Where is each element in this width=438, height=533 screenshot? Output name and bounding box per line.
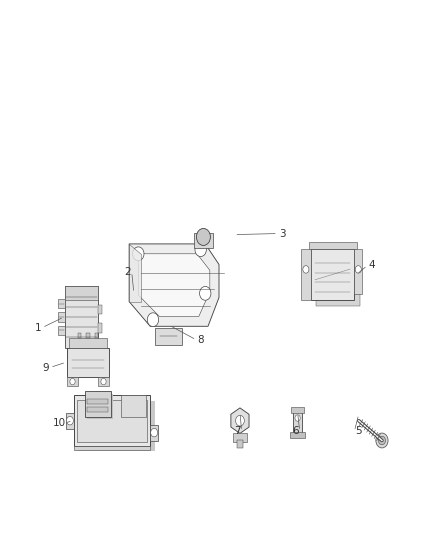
Circle shape: [303, 266, 309, 273]
Circle shape: [236, 415, 244, 426]
Text: 5: 5: [355, 426, 362, 437]
Bar: [354, 249, 362, 294]
Text: 1: 1: [35, 322, 41, 333]
Bar: [78, 333, 81, 338]
Bar: [74, 395, 150, 446]
Bar: [87, 394, 113, 419]
Circle shape: [376, 433, 388, 448]
Bar: [78, 400, 147, 442]
Bar: [74, 446, 150, 450]
Bar: [65, 286, 98, 348]
Circle shape: [295, 415, 300, 421]
Bar: [98, 324, 102, 333]
Text: 8: 8: [198, 335, 204, 345]
Bar: [237, 440, 243, 448]
Bar: [78, 401, 155, 451]
Bar: [291, 407, 304, 413]
Text: 6: 6: [292, 426, 299, 437]
Bar: [86, 333, 90, 338]
Bar: [85, 391, 110, 417]
Bar: [58, 312, 65, 322]
Circle shape: [72, 350, 78, 356]
Bar: [87, 399, 108, 404]
Text: 10: 10: [53, 418, 66, 429]
Circle shape: [147, 313, 159, 327]
Circle shape: [85, 350, 91, 356]
Bar: [70, 338, 106, 348]
Polygon shape: [138, 254, 210, 317]
Circle shape: [151, 429, 158, 437]
Text: 2: 2: [124, 267, 131, 277]
Bar: [67, 348, 95, 358]
Polygon shape: [129, 244, 219, 326]
Bar: [65, 286, 98, 300]
Circle shape: [355, 266, 361, 273]
Bar: [98, 377, 109, 386]
Bar: [150, 425, 158, 441]
Circle shape: [195, 243, 206, 256]
Circle shape: [67, 416, 74, 425]
Text: 7: 7: [234, 426, 240, 437]
Bar: [58, 299, 65, 309]
Bar: [87, 407, 108, 412]
Polygon shape: [231, 408, 249, 433]
Circle shape: [101, 378, 106, 385]
Bar: [308, 242, 357, 249]
Circle shape: [70, 378, 75, 385]
Polygon shape: [129, 244, 141, 302]
Circle shape: [196, 229, 210, 246]
Bar: [194, 233, 213, 247]
Text: 4: 4: [368, 261, 375, 270]
Bar: [290, 432, 305, 438]
Bar: [120, 395, 146, 417]
Bar: [293, 408, 302, 433]
Bar: [58, 326, 65, 335]
Bar: [155, 328, 182, 345]
Bar: [67, 348, 109, 377]
Circle shape: [378, 436, 385, 445]
Text: 3: 3: [279, 229, 286, 239]
Circle shape: [79, 350, 84, 356]
Text: 9: 9: [42, 362, 49, 373]
Bar: [95, 333, 99, 338]
Circle shape: [133, 247, 144, 261]
Bar: [311, 249, 354, 300]
Bar: [67, 377, 78, 386]
Bar: [233, 433, 247, 442]
Bar: [301, 249, 311, 300]
Bar: [98, 305, 102, 314]
Circle shape: [200, 286, 211, 300]
Bar: [66, 413, 74, 429]
Bar: [316, 256, 360, 306]
